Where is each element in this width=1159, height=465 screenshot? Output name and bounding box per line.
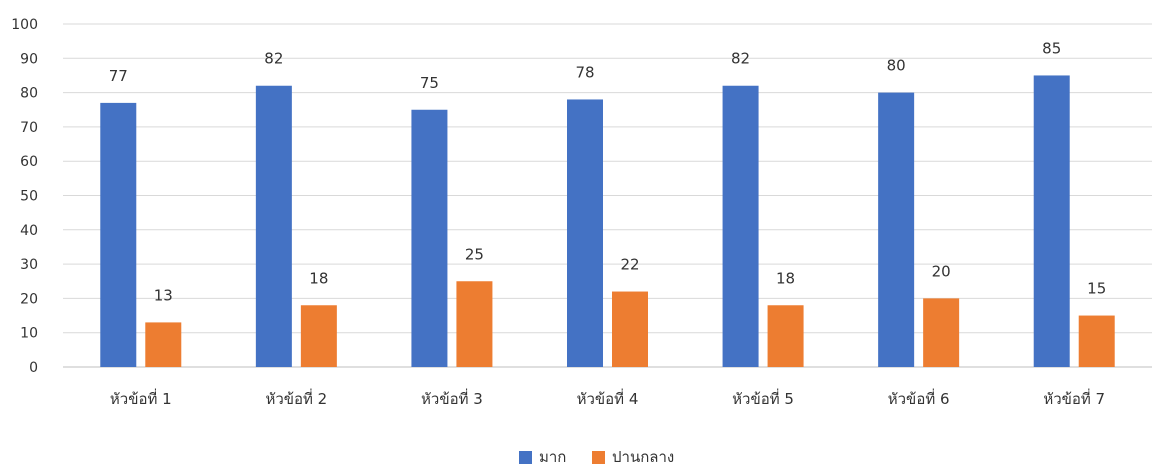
data-label: 13: [154, 286, 173, 304]
data-label: 18: [776, 269, 795, 287]
data-label: 82: [264, 50, 283, 68]
legend-swatch: [592, 451, 605, 464]
gridlines: [63, 23, 1152, 368]
x-category-label: หัวข้อที่ 1: [110, 388, 172, 408]
y-tick-label: 50: [20, 189, 38, 205]
legend: มาก ปานกลาง: [519, 448, 674, 465]
y-tick-label: 60: [20, 154, 38, 170]
y-tick-label: 10: [20, 326, 38, 342]
data-label: 85: [1042, 39, 1061, 57]
data-label: 18: [309, 269, 328, 287]
x-axis-category-labels: หัวข้อที่ 1 หัวข้อที่ 2 หัวข้อที่ 3 หัวข้อท…: [110, 388, 1105, 408]
bars: 77 13 82 18 75 25 78 22 82 18 80 20 85 15: [100, 39, 1115, 368]
legend-label: ปานกลาง: [612, 448, 674, 465]
bar-series2: [300, 305, 337, 367]
bar-series2: [145, 322, 182, 367]
bar-series1: [878, 92, 915, 367]
data-label: 20: [932, 262, 951, 280]
data-label: 82: [731, 50, 750, 68]
x-category-label: หัวข้อที่ 3: [421, 388, 483, 408]
legend-label: มาก: [539, 448, 566, 465]
y-tick-label: 20: [20, 291, 38, 307]
y-tick-label: 0: [29, 360, 38, 376]
bar-series1: [100, 102, 137, 367]
data-label: 15: [1087, 280, 1106, 298]
x-category-label: หัวข้อที่ 2: [265, 388, 327, 408]
y-axis-tick-labels: 0 10 20 30 40 50 60 70 80 90 100: [11, 17, 38, 376]
x-category-label: หัวข้อที่ 6: [888, 388, 950, 408]
bar-series2: [767, 305, 804, 367]
bar-series2: [456, 281, 493, 367]
bar-series2: [923, 298, 960, 367]
bar-series1: [1033, 75, 1070, 367]
y-tick-label: 30: [20, 257, 38, 273]
data-label: 22: [620, 256, 639, 274]
bar-series2: [1078, 315, 1115, 367]
data-label: 77: [109, 67, 128, 85]
bar-series1: [722, 85, 759, 368]
bar-series1: [567, 99, 603, 368]
data-label: 78: [575, 63, 594, 81]
y-tick-label: 70: [20, 120, 38, 136]
data-label: 80: [887, 57, 906, 75]
data-label: 75: [420, 74, 439, 92]
x-category-label: หัวข้อที่ 7: [1043, 388, 1105, 408]
y-tick-label: 90: [20, 51, 38, 67]
legend-swatch: [519, 451, 532, 464]
x-category-label: หัวข้อที่ 4: [577, 388, 639, 408]
bar-series2: [612, 291, 648, 367]
bar-series1: [411, 109, 448, 367]
y-tick-label: 100: [11, 17, 38, 33]
y-tick-label: 40: [20, 223, 38, 239]
bar-series1: [255, 85, 292, 368]
x-category-label: หัวข้อที่ 5: [732, 388, 794, 408]
y-tick-label: 80: [20, 86, 38, 102]
data-label: 25: [465, 245, 484, 263]
